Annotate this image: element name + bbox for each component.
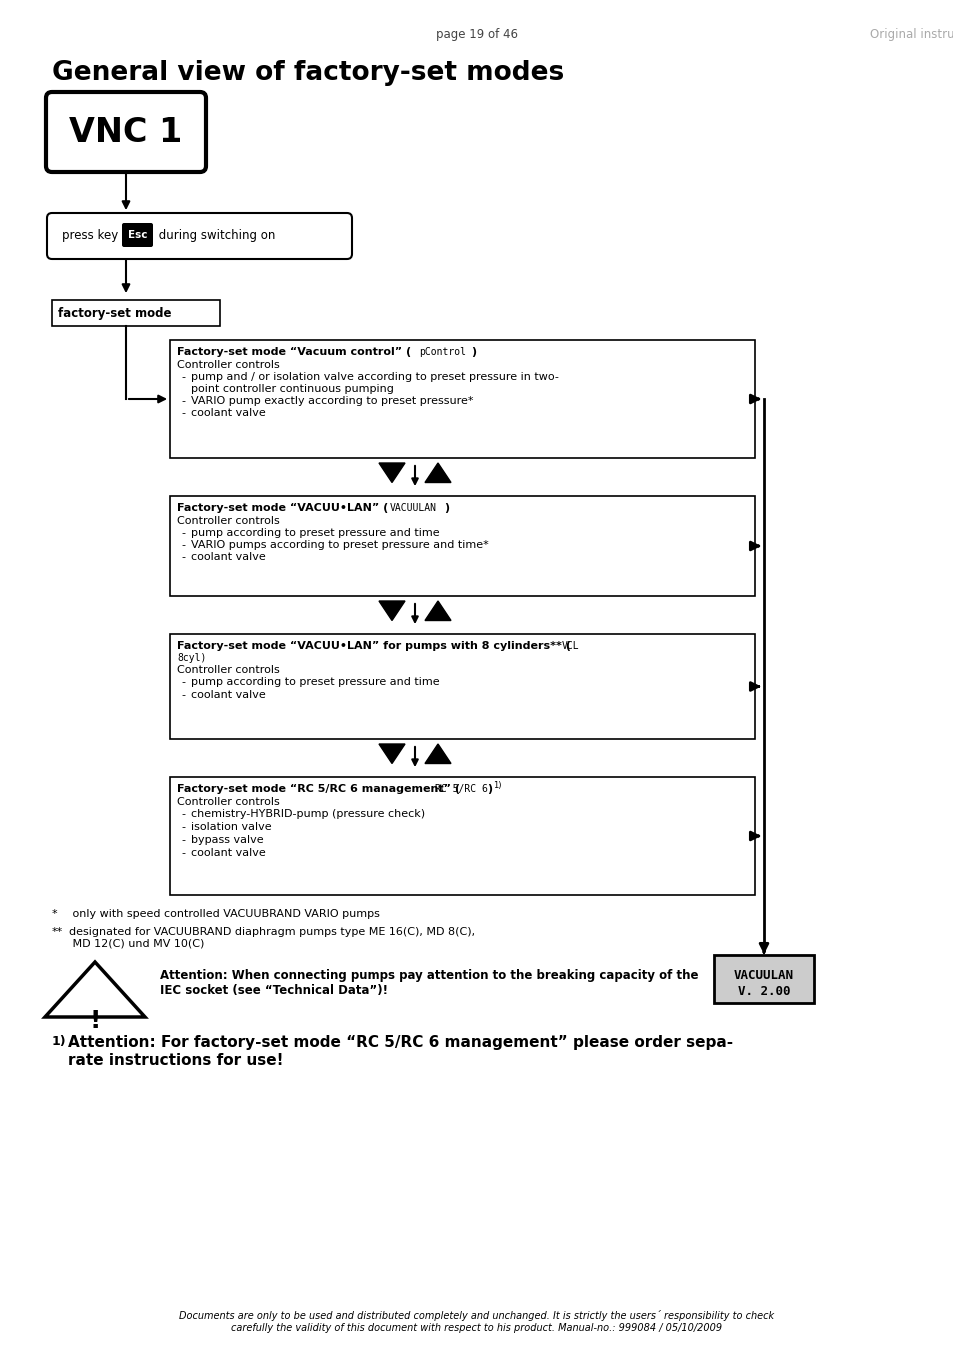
Text: designated for VACUUBRAND diaphragm pumps type ME 16(C), MD 8(C),: designated for VACUUBRAND diaphragm pump… bbox=[62, 927, 475, 937]
FancyBboxPatch shape bbox=[46, 92, 206, 171]
Text: pControl: pControl bbox=[418, 347, 465, 356]
Text: -: - bbox=[181, 396, 185, 406]
Text: -: - bbox=[181, 676, 185, 687]
Text: Factory-set mode “VACUU•LAN” for pumps with 8 cylinders** (: Factory-set mode “VACUU•LAN” for pumps w… bbox=[177, 641, 570, 651]
Text: Controller controls: Controller controls bbox=[177, 516, 279, 526]
Text: chemistry-HYBRID-pump (pressure check): chemistry-HYBRID-pump (pressure check) bbox=[191, 809, 425, 819]
Text: press key: press key bbox=[62, 230, 118, 243]
Text: 8cyl): 8cyl) bbox=[177, 653, 206, 663]
Text: Attention: For factory-set mode “RC 5/RC 6 management” please order sepa-: Attention: For factory-set mode “RC 5/RC… bbox=[68, 1035, 732, 1050]
Text: -: - bbox=[181, 690, 185, 701]
Text: Controller controls: Controller controls bbox=[177, 796, 279, 807]
Text: V. 2.00: V. 2.00 bbox=[737, 986, 789, 998]
Text: page 19 of 46: page 19 of 46 bbox=[436, 28, 517, 40]
Text: only with speed controlled VACUUBRAND VARIO pumps: only with speed controlled VACUUBRAND VA… bbox=[62, 909, 379, 919]
Text: VARIO pumps according to preset pressure and time*: VARIO pumps according to preset pressure… bbox=[191, 540, 488, 549]
Text: Documents are only to be used and distributed completely and unchanged. It is st: Documents are only to be used and distri… bbox=[179, 1310, 774, 1322]
Text: Factory-set mode “Vacuum control” (: Factory-set mode “Vacuum control” ( bbox=[177, 347, 411, 356]
Text: point controller continuous pumping: point controller continuous pumping bbox=[191, 383, 394, 394]
FancyBboxPatch shape bbox=[47, 213, 352, 259]
FancyBboxPatch shape bbox=[170, 778, 754, 895]
Text: isolation valve: isolation valve bbox=[191, 822, 272, 832]
Text: ): ) bbox=[471, 347, 476, 356]
FancyBboxPatch shape bbox=[170, 634, 754, 738]
Text: factory-set mode: factory-set mode bbox=[58, 306, 172, 320]
Text: *: * bbox=[52, 909, 57, 919]
Text: 1): 1) bbox=[52, 1035, 67, 1048]
Text: Controller controls: Controller controls bbox=[177, 666, 279, 675]
Text: ): ) bbox=[443, 504, 449, 513]
Text: -: - bbox=[181, 836, 185, 845]
Text: **: ** bbox=[52, 927, 63, 937]
Polygon shape bbox=[424, 463, 451, 482]
Text: Attention: When connecting pumps pay attention to the breaking capacity of the: Attention: When connecting pumps pay att… bbox=[160, 969, 698, 981]
Text: -: - bbox=[181, 809, 185, 819]
FancyBboxPatch shape bbox=[713, 954, 813, 1003]
Text: -: - bbox=[181, 848, 185, 859]
Text: rate instructions for use!: rate instructions for use! bbox=[68, 1053, 283, 1068]
Text: Original instructions: Original instructions bbox=[869, 28, 953, 40]
FancyBboxPatch shape bbox=[170, 340, 754, 458]
Polygon shape bbox=[378, 744, 405, 764]
Polygon shape bbox=[424, 601, 451, 621]
FancyBboxPatch shape bbox=[122, 223, 152, 247]
Text: 1): 1) bbox=[493, 782, 501, 790]
Text: carefully the validity of this document with respect to his product. Manual-no.:: carefully the validity of this document … bbox=[232, 1323, 721, 1332]
Text: pump according to preset pressure and time: pump according to preset pressure and ti… bbox=[191, 676, 439, 687]
Text: !: ! bbox=[90, 1008, 101, 1033]
Text: VACUULAN: VACUULAN bbox=[733, 969, 793, 981]
Text: Factory-set mode “VACUU•LAN” (: Factory-set mode “VACUU•LAN” ( bbox=[177, 504, 388, 513]
Text: Factory-set mode “RC 5/RC 6 management” (: Factory-set mode “RC 5/RC 6 management” … bbox=[177, 784, 459, 794]
Text: Esc: Esc bbox=[128, 230, 147, 240]
Text: pump according to preset pressure and time: pump according to preset pressure and ti… bbox=[191, 528, 439, 539]
FancyBboxPatch shape bbox=[170, 495, 754, 595]
Polygon shape bbox=[424, 744, 451, 764]
Text: ): ) bbox=[486, 784, 492, 794]
Polygon shape bbox=[378, 601, 405, 621]
Text: -: - bbox=[181, 373, 185, 382]
Text: General view of factory-set modes: General view of factory-set modes bbox=[52, 59, 563, 86]
Text: VACUULAN: VACUULAN bbox=[390, 504, 436, 513]
Text: -: - bbox=[181, 822, 185, 832]
Text: RC 5/RC 6: RC 5/RC 6 bbox=[435, 784, 487, 794]
Text: pump and / or isolation valve according to preset pressure in two-: pump and / or isolation valve according … bbox=[191, 373, 558, 382]
Text: VNC 1: VNC 1 bbox=[70, 116, 182, 148]
Text: coolant valve: coolant valve bbox=[191, 848, 266, 859]
Text: -: - bbox=[181, 528, 185, 539]
Text: during switching on: during switching on bbox=[154, 230, 275, 243]
Text: MD 12(C) und MV 10(C): MD 12(C) und MV 10(C) bbox=[62, 940, 204, 949]
Text: VCL: VCL bbox=[561, 641, 579, 651]
Text: -: - bbox=[181, 540, 185, 549]
Text: coolant valve: coolant valve bbox=[191, 408, 266, 418]
Text: coolant valve: coolant valve bbox=[191, 552, 266, 562]
Text: Controller controls: Controller controls bbox=[177, 360, 279, 370]
Text: -: - bbox=[181, 408, 185, 418]
Polygon shape bbox=[378, 463, 405, 482]
Text: -: - bbox=[181, 552, 185, 562]
Text: IEC socket (see “Technical Data”)!: IEC socket (see “Technical Data”)! bbox=[160, 984, 388, 998]
FancyBboxPatch shape bbox=[52, 300, 220, 325]
Text: VARIO pump exactly according to preset pressure*: VARIO pump exactly according to preset p… bbox=[191, 396, 473, 406]
Text: bypass valve: bypass valve bbox=[191, 836, 263, 845]
Text: coolant valve: coolant valve bbox=[191, 690, 266, 701]
